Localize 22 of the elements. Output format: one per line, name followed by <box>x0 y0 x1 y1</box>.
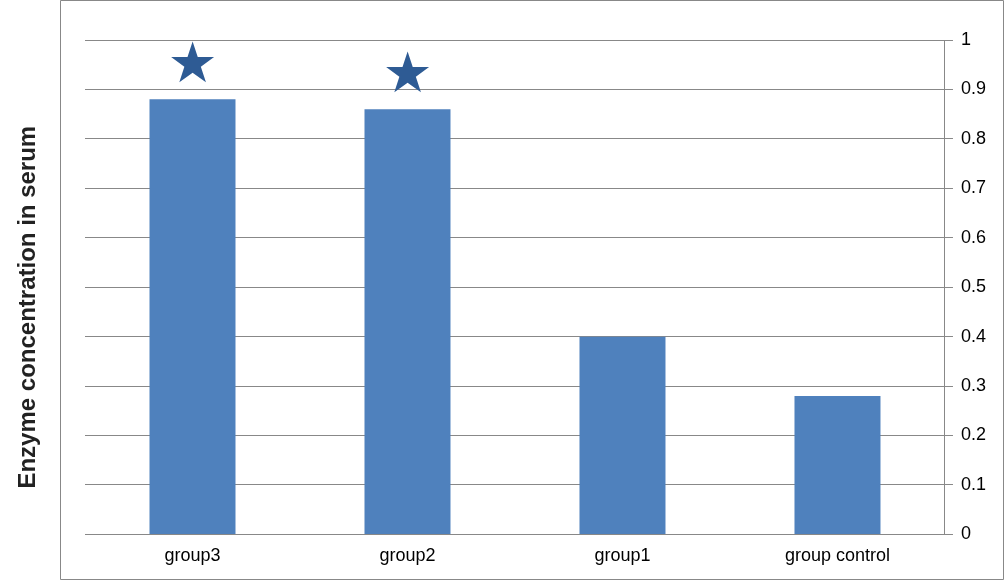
y-tick-label: 0.2 <box>960 424 987 445</box>
y-tick-label: 0.1 <box>960 473 987 494</box>
x-tick-label: group2 <box>379 545 436 566</box>
y-tick-label: 0 <box>960 523 971 544</box>
y-tick-label: 0.7 <box>960 177 987 198</box>
y-tick-label: 0.5 <box>960 276 987 297</box>
x-tick-label: group1 <box>594 545 651 566</box>
x-tick-label: group control <box>784 545 891 566</box>
bar <box>579 336 666 534</box>
bar <box>149 99 236 534</box>
y-tick-label: 0.3 <box>960 375 987 396</box>
y-tick-label: 0.4 <box>960 325 987 346</box>
y-axis-title: Enzyme concentration in serum <box>12 125 40 489</box>
bar <box>794 395 881 534</box>
y-tick-label: 1 <box>960 28 971 49</box>
annotation: ★ <box>382 39 433 105</box>
annotation: ★ <box>167 29 218 95</box>
y-tick-label: 0.6 <box>960 226 987 247</box>
y-tick-label: 0.8 <box>960 127 987 148</box>
x-tick-label: group3 <box>164 545 221 566</box>
bar <box>364 109 451 534</box>
y-tick-label: 0.9 <box>960 78 987 99</box>
